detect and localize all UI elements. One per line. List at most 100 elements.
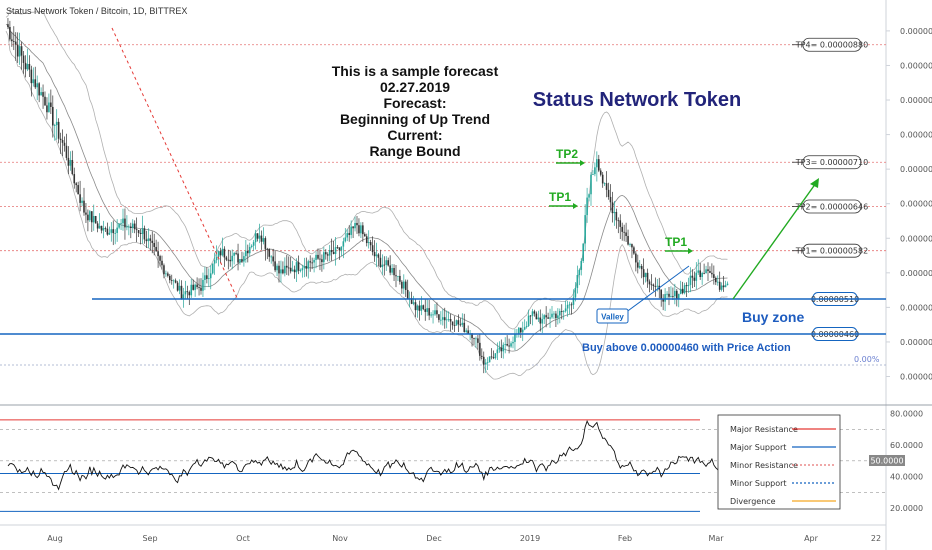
candle-body (204, 275, 206, 280)
candle-body (172, 280, 175, 282)
fib-zero-label: 0.00% (854, 355, 880, 364)
candle-body (174, 280, 177, 283)
candle-body (599, 170, 602, 175)
candle-body (508, 345, 510, 347)
candle-body (424, 309, 427, 312)
candle-body (365, 236, 368, 244)
time-tick-label: Mar (708, 534, 724, 543)
candle-body (553, 313, 555, 315)
candle-body (350, 226, 352, 235)
candle-body (352, 226, 354, 229)
diagonal-trendline (111, 27, 239, 301)
candle-body (81, 200, 83, 203)
candle-body (272, 256, 274, 262)
candle-body (124, 218, 126, 228)
candle-body (555, 313, 557, 319)
candle-body (375, 254, 378, 257)
candle-body (7, 24, 9, 27)
candle-body (315, 254, 317, 260)
rsi-line (7, 420, 728, 491)
candle-body (683, 285, 686, 294)
candle-body (89, 211, 91, 221)
candle-body (393, 268, 395, 276)
candle-body (644, 272, 647, 278)
forecast-line-2: 02.27.2019 (380, 79, 450, 95)
legend-label: Minor Resistance (730, 461, 798, 470)
candle-body (623, 231, 625, 233)
candle-body (533, 311, 536, 314)
candle-body (79, 194, 81, 203)
candle-body (200, 287, 202, 291)
candle-body (523, 327, 526, 330)
candle-body (642, 269, 645, 278)
level-box-tp1 (802, 243, 862, 258)
candle-body (457, 320, 460, 325)
candle-body (422, 305, 425, 310)
candle-body (227, 259, 230, 261)
candle-body (560, 310, 563, 312)
time-tick-label: Apr (804, 534, 819, 543)
candle-body (241, 259, 243, 262)
candle-body (443, 317, 446, 321)
price-tick-label: 0.00000600 (900, 234, 932, 243)
candle-body (55, 121, 58, 126)
candle-body (617, 220, 620, 222)
candle-body (691, 275, 694, 278)
candle-body (674, 290, 676, 297)
candle-body (307, 261, 310, 269)
candle-body (192, 284, 194, 290)
candle-body (14, 41, 17, 45)
candle-body (208, 278, 210, 280)
candle-body (276, 265, 278, 271)
candle-body (535, 313, 538, 320)
candle-body (96, 223, 99, 229)
candle-body (184, 291, 187, 295)
candle-body (410, 298, 413, 304)
candle-body (631, 244, 633, 248)
candle-body (662, 298, 664, 302)
forecast-line-1: This is a sample forecast (332, 63, 499, 79)
legend-label: Major Support (730, 443, 786, 452)
candle-body (24, 62, 27, 70)
forecast-line-3: Forecast: (383, 95, 446, 111)
candle-body (461, 322, 464, 325)
candle-body (65, 145, 68, 158)
candle-body (354, 222, 356, 229)
candle-body (605, 183, 608, 190)
candle-body (270, 256, 272, 258)
valley-label: Valley (601, 313, 624, 322)
candle-body (344, 237, 347, 242)
candle-body (190, 284, 193, 296)
candle-body (317, 254, 319, 259)
candle-body (16, 44, 19, 57)
candle-body (664, 294, 666, 302)
candle-body (153, 242, 155, 247)
candle-body (85, 212, 87, 215)
candle-body (481, 355, 483, 357)
candle-body (592, 174, 594, 175)
candle-body (239, 259, 241, 263)
level-label-tp3: TP3= 0.00000710 (795, 158, 868, 167)
candle-body (323, 252, 325, 263)
candle-body (11, 39, 13, 42)
candle-body (713, 274, 715, 278)
candle-body (502, 344, 505, 352)
candle-body (245, 250, 247, 257)
candle-body (471, 333, 473, 339)
candle-body (364, 234, 366, 237)
band-upper (5, 9, 728, 330)
forecast-arrowhead (810, 178, 819, 188)
candle-body (590, 174, 592, 195)
candle-body (22, 55, 25, 63)
candle-body (287, 267, 290, 269)
candle-body (703, 272, 705, 274)
time-tick-label: Aug (47, 534, 63, 543)
candle-body (459, 324, 462, 326)
candle-body (202, 279, 204, 291)
level-label-tp1: TP1= 0.00000582 (795, 247, 868, 256)
candle-body (102, 228, 105, 231)
candle-body (539, 317, 542, 324)
candle-body (518, 327, 520, 334)
candle-body (67, 157, 70, 166)
